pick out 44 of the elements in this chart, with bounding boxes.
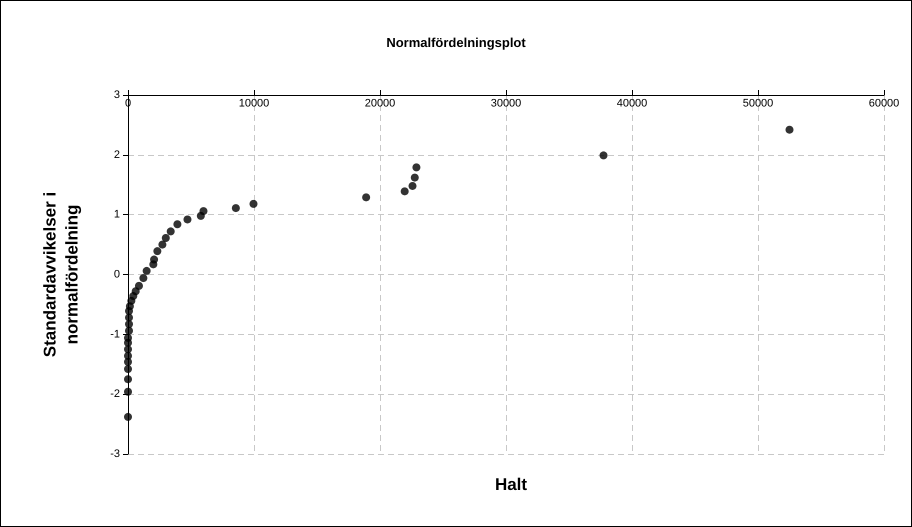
point	[134, 282, 143, 290]
y-tick-label: -1	[110, 328, 120, 340]
point	[786, 126, 794, 134]
point	[142, 266, 151, 275]
point	[124, 365, 132, 374]
x-tick-label: 20000	[364, 98, 396, 110]
point	[362, 193, 370, 202]
x-tick-label: 10000	[238, 98, 270, 110]
y-tick-label: 2	[114, 148, 120, 161]
y-axis-title: Standardavvikelser i normalfördelning	[40, 192, 82, 358]
point	[158, 240, 166, 249]
y-tick-label: 1	[114, 208, 120, 221]
point	[124, 412, 132, 421]
point	[600, 151, 608, 160]
y-tick-label: 3	[114, 89, 120, 101]
point	[125, 314, 134, 322]
x-tick-label: 60000	[868, 98, 900, 110]
point	[139, 274, 148, 282]
point	[199, 207, 208, 216]
point	[232, 204, 240, 212]
x-tick-label: 50000	[742, 98, 774, 110]
point	[153, 247, 162, 256]
point	[400, 187, 409, 196]
y-tick-label: -3	[110, 448, 120, 460]
point	[183, 215, 192, 224]
point	[124, 352, 132, 360]
point	[124, 388, 132, 396]
chart-title: Normalfördelningsplot	[386, 35, 526, 50]
point	[173, 220, 182, 228]
point	[124, 375, 132, 384]
y-tick-label: -2	[110, 388, 120, 400]
point	[166, 227, 175, 236]
point	[162, 234, 170, 242]
point	[150, 256, 158, 264]
point	[124, 334, 132, 342]
point	[408, 182, 417, 190]
x-tick-label: 30000	[490, 98, 522, 110]
point	[412, 163, 420, 172]
point	[250, 200, 258, 208]
point	[124, 345, 132, 354]
y-tick-label: 0	[114, 268, 120, 280]
x-tick-label: 40000	[616, 98, 648, 110]
point	[410, 174, 419, 182]
x-axis-title: Halt	[494, 475, 528, 494]
